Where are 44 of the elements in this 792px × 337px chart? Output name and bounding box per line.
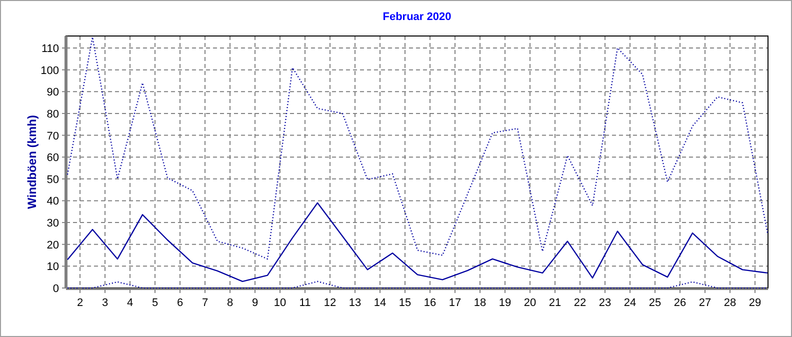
- line-series: [66, 36, 768, 260]
- x-tick-label: 3: [102, 297, 108, 309]
- y-axis-title: Windböen (kmh): [25, 115, 39, 209]
- x-tick-label: 15: [398, 297, 412, 309]
- y-tick-label: 100: [40, 64, 59, 77]
- x-tick-label: 18: [474, 297, 486, 309]
- chart-title: Februar 2020: [382, 11, 452, 23]
- x-tick-label: 4: [126, 297, 134, 309]
- y-tick-label: 50: [46, 174, 59, 186]
- x-tick-label: 25: [648, 297, 662, 309]
- x-tick-label: 9: [252, 297, 258, 309]
- x-tick-label: 13: [348, 297, 362, 309]
- x-tick-label: 17: [448, 297, 462, 309]
- y-tick-label: 60: [46, 152, 59, 164]
- y-tick-label: 90: [46, 86, 59, 99]
- y-tick-label: 70: [46, 130, 59, 142]
- y-tick-label: 110: [41, 43, 59, 55]
- x-tick-label: 19: [498, 297, 512, 309]
- line-series: [66, 202, 768, 282]
- x-tick-label: 8: [226, 297, 234, 309]
- x-tick-label: 5: [152, 297, 158, 309]
- x-tick-label: 23: [598, 297, 612, 309]
- x-tick-label: 2: [76, 297, 84, 309]
- x-tick-label: 12: [324, 297, 336, 309]
- y-tick-label: 80: [46, 108, 59, 120]
- x-tick-label: 6: [176, 297, 184, 309]
- x-tick-label: 21: [548, 297, 562, 309]
- x-tick-label: 7: [202, 297, 208, 309]
- x-tick-label: 22: [574, 297, 586, 309]
- y-tick-label: 30: [46, 218, 59, 230]
- y-tick-label: 20: [46, 239, 59, 252]
- x-tick-label: 10: [274, 297, 286, 309]
- x-tick-label: 16: [424, 297, 436, 309]
- x-tick-label: 26: [674, 297, 686, 309]
- x-tick-label: 11: [299, 297, 311, 309]
- y-tick-label: 0: [52, 283, 59, 295]
- x-tick-label: 24: [624, 297, 636, 309]
- y-tick-label: 10: [46, 261, 59, 274]
- x-tick-label: 20: [524, 297, 536, 309]
- x-tick-label: 28: [724, 297, 736, 309]
- x-tick-label: 27: [698, 297, 712, 309]
- y-tick-label: 40: [46, 196, 59, 208]
- x-tick-label: 14: [374, 297, 386, 309]
- x-tick-label: 29: [748, 297, 762, 309]
